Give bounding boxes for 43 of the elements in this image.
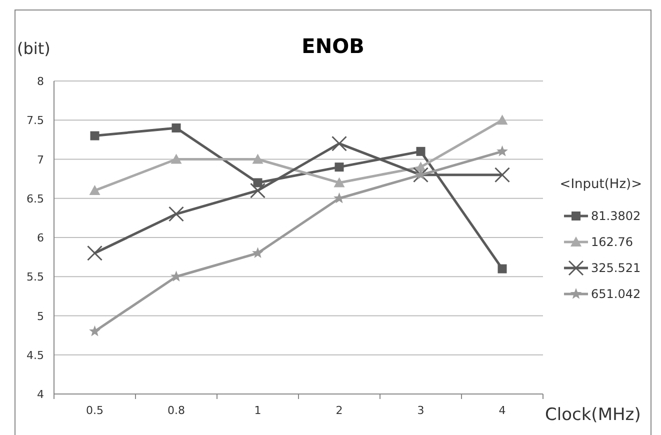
x-tick-label: 0.8 [168,404,185,417]
legend-title: <Input(Hz)> [560,177,642,192]
y-tick-label: 8 [37,75,44,88]
point [253,178,262,188]
x-tick-label: 2 [336,404,343,417]
y-tick-label: 7 [37,153,44,166]
point [252,247,264,258]
legend-label: 81.3802 [591,209,641,223]
point [89,325,100,336]
y-tick-label: 5.5 [26,270,44,284]
y-tick-label: 7.5 [26,114,44,128]
point [250,182,266,198]
point [334,177,345,188]
point [168,206,184,222]
point [252,154,264,164]
legend-label: 162.76 [591,235,633,249]
point [332,136,347,152]
legend-label: 325.521 [591,261,641,275]
point [170,154,182,164]
point [498,264,507,274]
point [90,131,100,140]
x-tick-label: 4 [498,404,506,417]
point [496,114,508,125]
y-tick-label: 6.5 [26,192,44,206]
x-axis-title: Clock(MHz) [545,405,641,425]
x-tick-label: 1 [254,404,262,417]
y-tick-label: 5 [37,310,44,323]
x-tick-label: 3 [417,404,424,417]
x-tick-label: 0.5 [86,404,104,417]
point [413,167,428,183]
point [496,145,508,156]
legend-label: 651.042 [591,287,641,301]
point [87,245,102,261]
point [89,185,100,196]
y-tick-label: 4.5 [26,348,44,362]
point [172,123,181,132]
y-tick-label: 4 [37,388,44,401]
point [494,167,510,183]
y-axis-title: (bit) [17,39,50,58]
chart-title: ENOB [302,34,364,58]
point [416,146,426,156]
point [334,162,344,172]
y-tick-label: 6 [37,232,44,244]
